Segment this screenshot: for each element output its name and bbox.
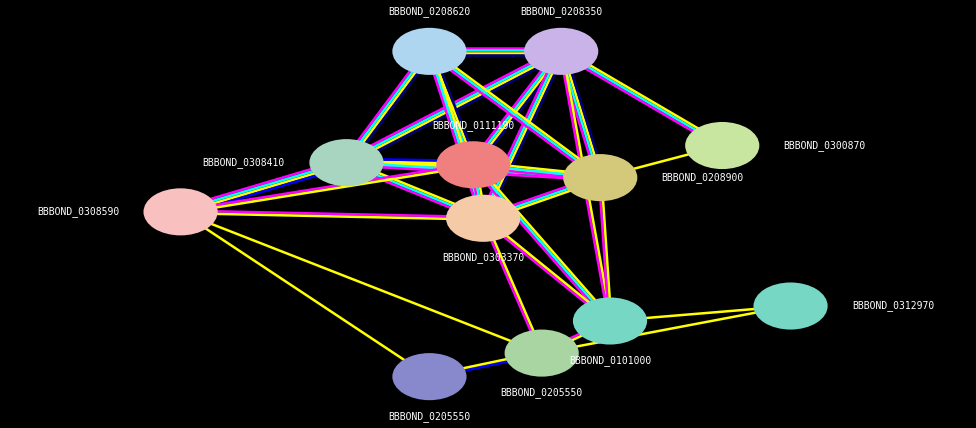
Text: BBBOND_0208350: BBBOND_0208350: [520, 6, 602, 17]
Text: BBBOND_0308410: BBBOND_0308410: [203, 157, 285, 168]
Text: BBBOND_0208620: BBBOND_0208620: [388, 6, 470, 17]
Ellipse shape: [505, 330, 579, 377]
Text: BBBOND_0300870: BBBOND_0300870: [784, 140, 866, 151]
Text: BBBOND_0303370: BBBOND_0303370: [442, 253, 524, 263]
Text: BBBOND_0308590: BBBOND_0308590: [37, 206, 119, 217]
Ellipse shape: [524, 28, 598, 75]
Ellipse shape: [563, 154, 637, 201]
Text: BBBOND_0111190: BBBOND_0111190: [432, 120, 514, 131]
Text: BBBOND_0208900: BBBOND_0208900: [662, 172, 744, 183]
Ellipse shape: [143, 188, 218, 235]
Ellipse shape: [753, 282, 828, 330]
Text: BBBOND_0205550: BBBOND_0205550: [388, 411, 470, 422]
Text: BBBOND_0205550: BBBOND_0205550: [501, 387, 583, 398]
Ellipse shape: [309, 139, 384, 186]
Ellipse shape: [392, 353, 467, 400]
Ellipse shape: [392, 28, 467, 75]
Ellipse shape: [446, 195, 520, 242]
Ellipse shape: [436, 141, 510, 188]
Ellipse shape: [573, 297, 647, 345]
Ellipse shape: [685, 122, 759, 169]
Text: BBBOND_0312970: BBBOND_0312970: [852, 300, 934, 312]
Text: BBBOND_0101000: BBBOND_0101000: [569, 355, 651, 366]
